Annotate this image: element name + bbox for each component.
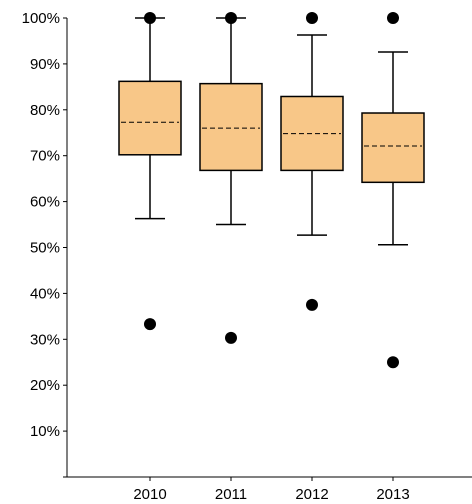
outlier-point: [387, 356, 399, 369]
y-tick-label: 60%: [30, 194, 60, 211]
box-group: [361, 12, 425, 369]
box-iqr: [199, 82, 263, 172]
outlier-point: [387, 12, 399, 24]
y-tick-label: 50%: [30, 240, 60, 257]
x-axis: 2010 2011 2012 2013: [63, 476, 472, 503]
outlier-point: [225, 331, 237, 344]
x-tick-label: 2010: [133, 486, 166, 503]
y-tick-label: 80%: [30, 102, 60, 119]
x-tick-label: 2013: [376, 486, 409, 503]
y-tick-label: 10%: [30, 423, 60, 440]
outlier-point: [306, 298, 318, 311]
outlier-point: [306, 12, 318, 24]
y-tick-label: 20%: [30, 377, 60, 394]
y-tick-label: 90%: [30, 56, 60, 73]
outlier-point: [225, 12, 237, 24]
boxes: [118, 12, 425, 369]
box-group: [199, 12, 263, 344]
y-axis: 10% 20% 30% 40% 50% 60% 70% 80% 90% 100%: [22, 10, 68, 477]
box-iqr: [361, 112, 425, 184]
y-tick-label: 30%: [30, 331, 60, 348]
y-tick-label: 100%: [22, 10, 60, 27]
x-tick-label: 2011: [215, 486, 247, 503]
y-tick-label: 70%: [30, 148, 60, 165]
y-tick-label: 40%: [30, 285, 60, 302]
box-group: [280, 12, 344, 311]
box-group: [118, 12, 182, 331]
outlier-point: [144, 318, 156, 331]
x-tick-label: 2012: [295, 486, 328, 503]
outlier-point: [144, 12, 156, 24]
box-iqr: [118, 80, 182, 156]
